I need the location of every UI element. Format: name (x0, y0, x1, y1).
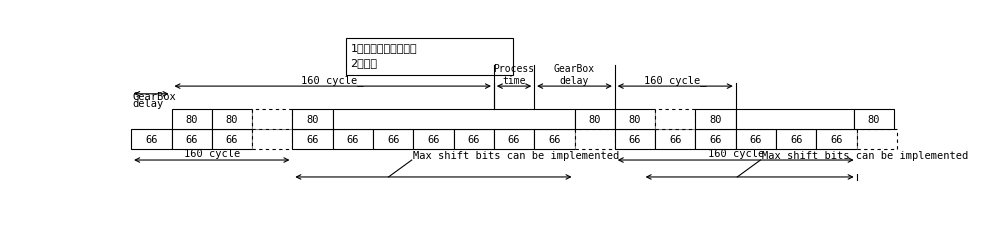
Text: 80: 80 (306, 115, 319, 125)
Text: 66: 66 (306, 135, 319, 145)
Text: 66: 66 (750, 135, 762, 145)
Bar (534, 130, 574, 150)
Text: GearBox
delay: GearBox delay (554, 64, 595, 85)
Text: delay: delay (133, 98, 164, 108)
Text: 66: 66 (347, 135, 359, 145)
Bar (615, 110, 655, 130)
Text: 80: 80 (709, 115, 722, 125)
Bar (413, 130, 454, 150)
Text: 80: 80 (867, 115, 880, 125)
Text: 66: 66 (387, 135, 399, 145)
Text: 80: 80 (629, 115, 641, 125)
Text: 80: 80 (226, 115, 238, 125)
Bar (212, 110, 252, 130)
Text: 160 cycle_: 160 cycle_ (301, 74, 364, 85)
Bar (333, 110, 574, 130)
Text: Max shift bits can be implemented: Max shift bits can be implemented (762, 150, 968, 160)
Text: 66: 66 (145, 135, 158, 145)
Bar (736, 130, 776, 150)
Bar (494, 130, 534, 150)
Text: 66: 66 (669, 135, 682, 145)
Bar (857, 130, 897, 150)
Bar (655, 110, 695, 130)
Text: 66: 66 (709, 135, 722, 145)
Text: 160 cycle: 160 cycle (184, 149, 240, 159)
Bar (333, 130, 373, 150)
Bar (574, 130, 615, 150)
Bar (816, 130, 857, 150)
Bar (131, 130, 172, 150)
Text: 160 cycle_: 160 cycle_ (644, 74, 706, 85)
Bar (736, 110, 854, 130)
Bar (776, 130, 816, 150)
Text: 66: 66 (508, 135, 520, 145)
Bar (172, 110, 212, 130)
Bar (615, 130, 655, 150)
Bar (695, 110, 736, 130)
Bar (292, 130, 333, 150)
Text: 66: 66 (468, 135, 480, 145)
Bar (695, 130, 736, 150)
Bar (212, 130, 252, 150)
Text: 66: 66 (226, 135, 238, 145)
Text: 66: 66 (427, 135, 440, 145)
Text: Max shift bits can be implemented: Max shift bits can be implemented (413, 150, 620, 160)
Text: 80: 80 (588, 115, 601, 125)
Text: GearBox: GearBox (133, 92, 176, 102)
Text: 66: 66 (185, 135, 198, 145)
Text: 1）判决是否需要移位
2）移位: 1）判决是否需要移位 2）移位 (351, 43, 417, 68)
Bar (854, 110, 894, 130)
Text: 66: 66 (548, 135, 561, 145)
Bar (292, 110, 333, 130)
Text: 80: 80 (185, 115, 198, 125)
Bar (454, 130, 494, 150)
Bar (252, 110, 292, 130)
Text: 66: 66 (830, 135, 843, 145)
Bar (574, 110, 615, 130)
Bar (172, 130, 212, 150)
Text: 66: 66 (790, 135, 802, 145)
Bar (346, 38, 512, 75)
Text: 160 cycle: 160 cycle (708, 149, 764, 159)
Bar (373, 130, 413, 150)
Bar (252, 130, 292, 150)
Text: 66: 66 (629, 135, 641, 145)
Bar (655, 130, 695, 150)
Text: Process
time: Process time (493, 64, 535, 85)
